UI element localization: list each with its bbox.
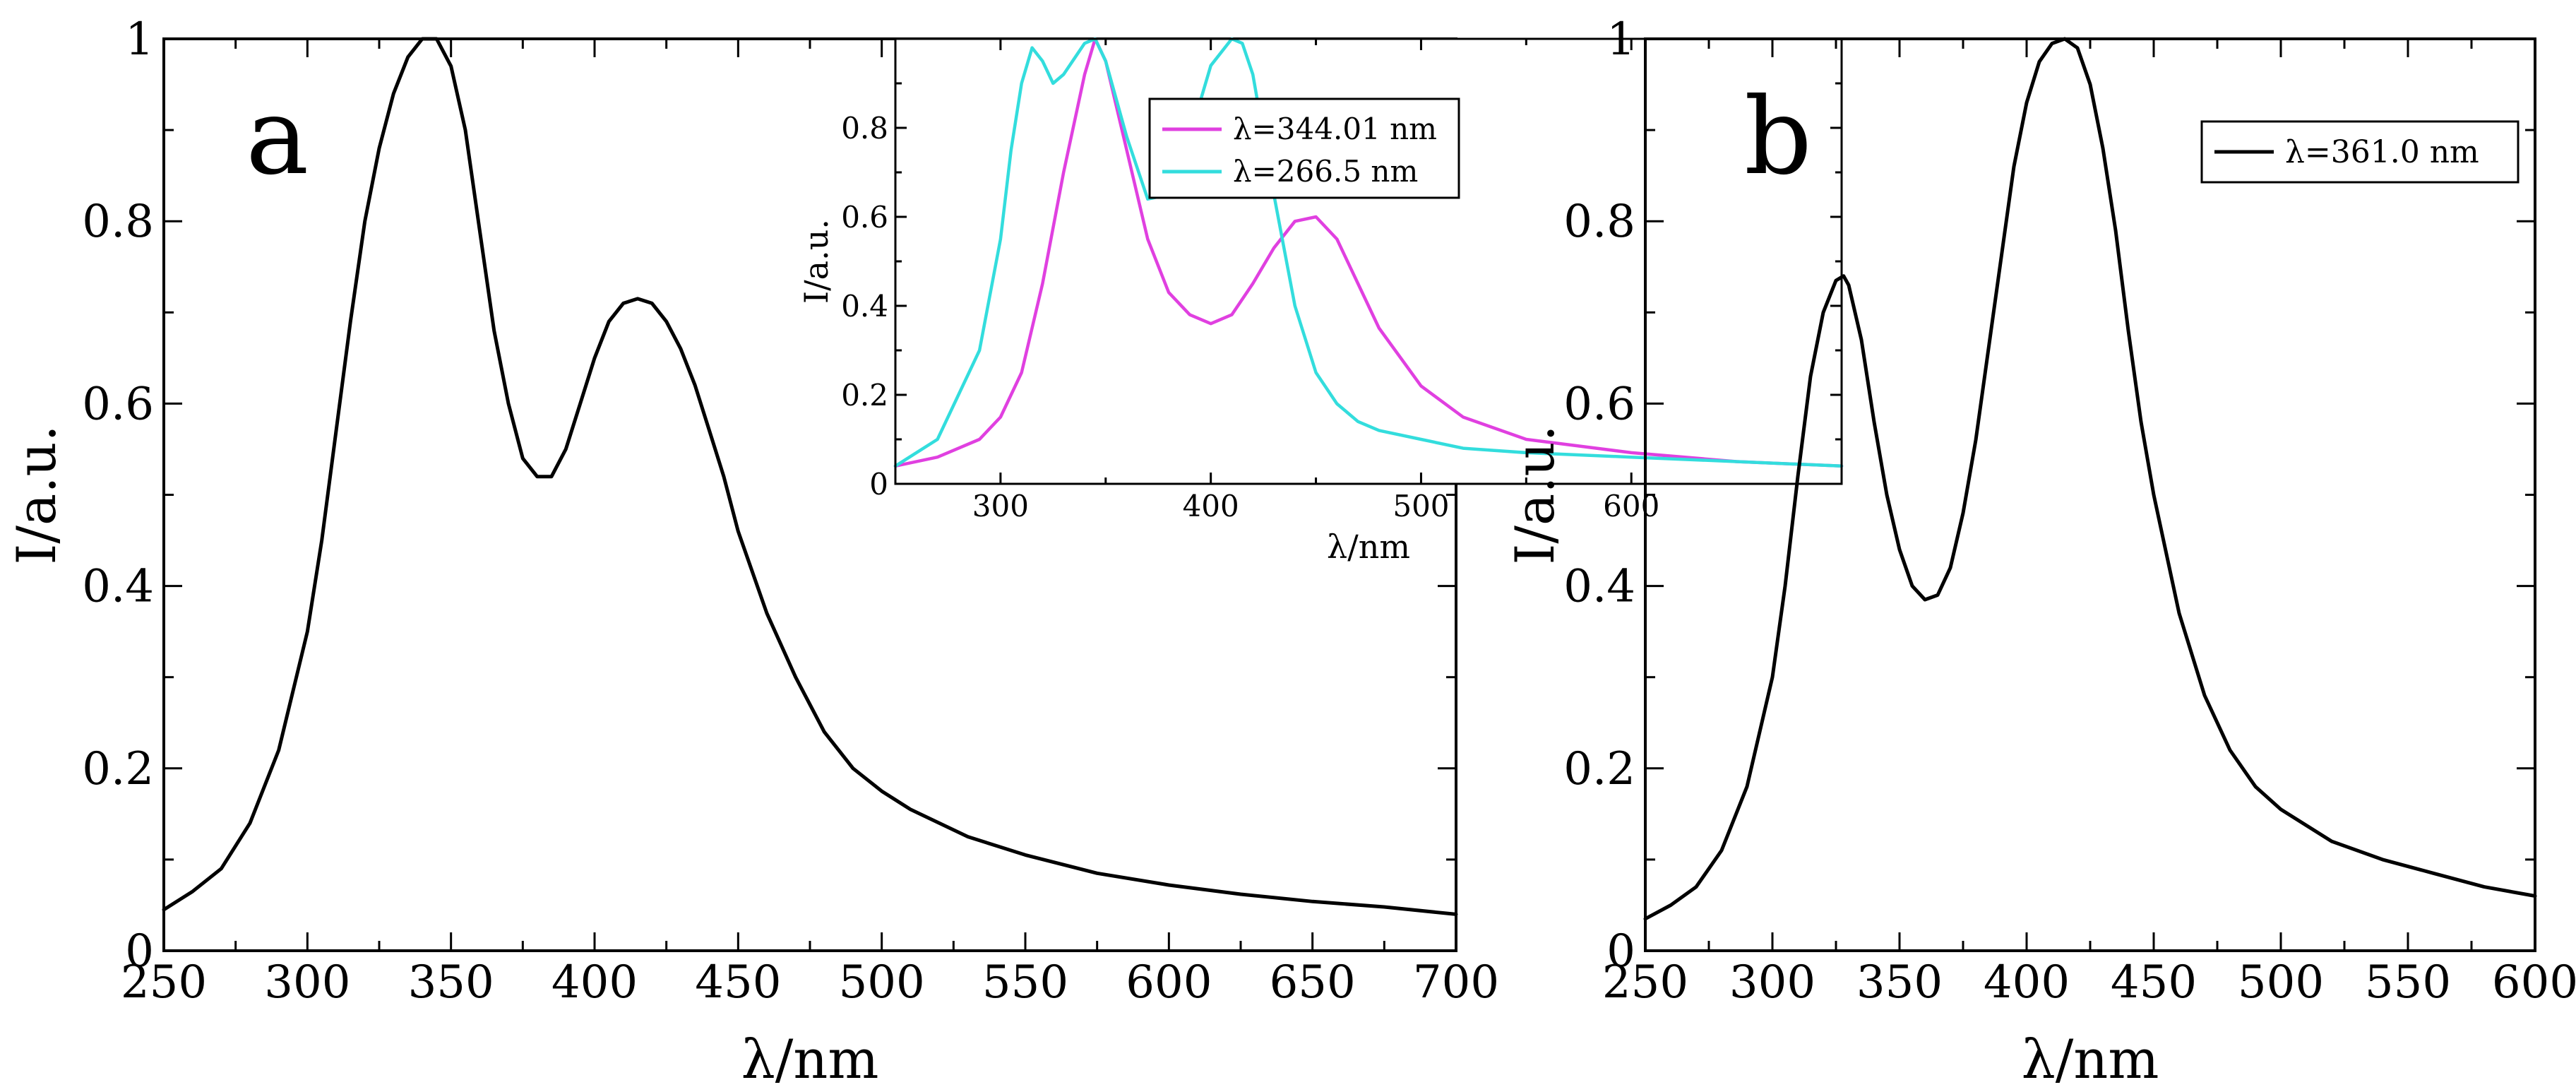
panel-a-x-tick-label: 350 [408, 956, 494, 1009]
panel-a-x-tick-label: 300 [264, 956, 350, 1009]
inset-plot-frame [894, 37, 1843, 485]
panel-a-y-tick-label: 1 [125, 13, 154, 66]
panel-a-x-tick-label: 550 [982, 956, 1068, 1009]
inset-series-magenta-line [893, 37, 1844, 468]
panel-b-y-tick-label: 0.4 [1563, 561, 1635, 613]
panel-b-x-tick-label: 250 [1602, 956, 1688, 1009]
panel-a-spectrum-line [162, 37, 1458, 916]
panel-b-legend: λ=361.0 nm [2200, 120, 2520, 184]
panel-b-label: b [1744, 76, 1812, 198]
inset-x-tick-label: 500 [1393, 489, 1449, 523]
panel-b-legend-entry: λ=361.0 nm [2285, 134, 2479, 170]
inset-x-tick-label: 300 [972, 489, 1029, 523]
panel-a-y-tick-label: 0.4 [82, 561, 154, 613]
panel-b: 250 300 350 400 450 500 550 600 0 0.2 0.4 0.6 0.8 1 b… [1503, 13, 2576, 1091]
inset-legend-box [1148, 97, 1460, 199]
panel-b-y-tick-label: 0.2 [1563, 743, 1635, 795]
panel-a-y-axis-title: I/a.u. [5, 425, 68, 564]
panel-b-y-tick-label: 1 [1606, 13, 1635, 66]
panel-a-x-tick-label: 500 [839, 956, 925, 1009]
inset-y-tick-label: 0.6 [841, 200, 888, 235]
inset-legend-entry-magenta: λ=344.01 nm [1233, 112, 1437, 146]
inset-y-tick-label: 0.4 [841, 289, 888, 324]
inset-legend: λ=344.01 nm λ=266.5 nm [1148, 97, 1460, 199]
panel-a-tick-labels: 250 300 350 400 450 500 550 600 650 700 0 0.2 0.4 0.6… [82, 13, 1499, 1009]
inset-x-tick-label: 400 [1183, 489, 1239, 523]
inset-y-tick-label: 0 [869, 467, 888, 502]
panel-b-x-tick-label: 600 [2492, 956, 2576, 1009]
panel-a-x-tick-label: 450 [695, 956, 781, 1009]
panel-a-x-tick-label: 400 [551, 956, 638, 1009]
panel-a: 250 300 350 400 450 500 550 600 650 700 0 0.2 0.4 0.6… [5, 13, 1844, 1091]
panel-b-tick-labels: 250 300 350 400 450 500 550 600 0 0.2 0.4 0.6 0.8 1 [1563, 13, 2576, 1009]
inset-legend-entry-cyan: λ=266.5 nm [1233, 154, 1418, 189]
panel-b-spectrum-line [1643, 37, 2537, 921]
panel-b-x-tick-label: 450 [2111, 956, 2197, 1009]
panel-a-x-tick-label: 700 [1413, 956, 1499, 1009]
inset-y-axis-title: I/a.u. [797, 219, 835, 304]
panel-a-x-tick-label: 600 [1126, 956, 1212, 1009]
panel-b-x-tick-label: 400 [1984, 956, 2070, 1009]
panel-a-y-tick-label: 0.8 [82, 196, 154, 248]
panel-a-x-tick-label: 650 [1270, 956, 1356, 1009]
panel-b-plot-frame [1644, 37, 2536, 952]
panel-a-x-axis-title: λ/nm [741, 1028, 879, 1091]
panel-b-y-tick-label: 0 [1606, 925, 1635, 978]
inset-x-axis-title: λ/nm [1327, 528, 1410, 566]
panel-a-y-tick-label: 0 [125, 925, 154, 978]
panel-a-x-tick-label: 250 [121, 956, 207, 1009]
panel-b-x-tick-label: 550 [2365, 956, 2451, 1009]
panel-a-label: a [246, 76, 309, 198]
panel-b-x-tick-label: 300 [1729, 956, 1815, 1009]
panel-b-x-axis-title: λ/nm [2022, 1028, 2159, 1091]
panel-a-y-tick-label: 0.6 [82, 378, 154, 430]
panel-b-x-tick-label: 350 [1856, 956, 1943, 1009]
panel-b-y-tick-label: 0.6 [1563, 378, 1635, 430]
inset-y-tick-label: 0.2 [841, 378, 888, 413]
panel-a-y-tick-label: 0.2 [82, 743, 154, 795]
panel-b-y-axis-title: I/a.u. [1503, 425, 1566, 564]
panel-b-y-tick-label: 0.8 [1563, 196, 1635, 248]
panel-a-plot-frame [162, 37, 1457, 952]
panel-b-x-tick-label: 500 [2238, 956, 2324, 1009]
inset-y-tick-label: 0.8 [841, 111, 888, 146]
